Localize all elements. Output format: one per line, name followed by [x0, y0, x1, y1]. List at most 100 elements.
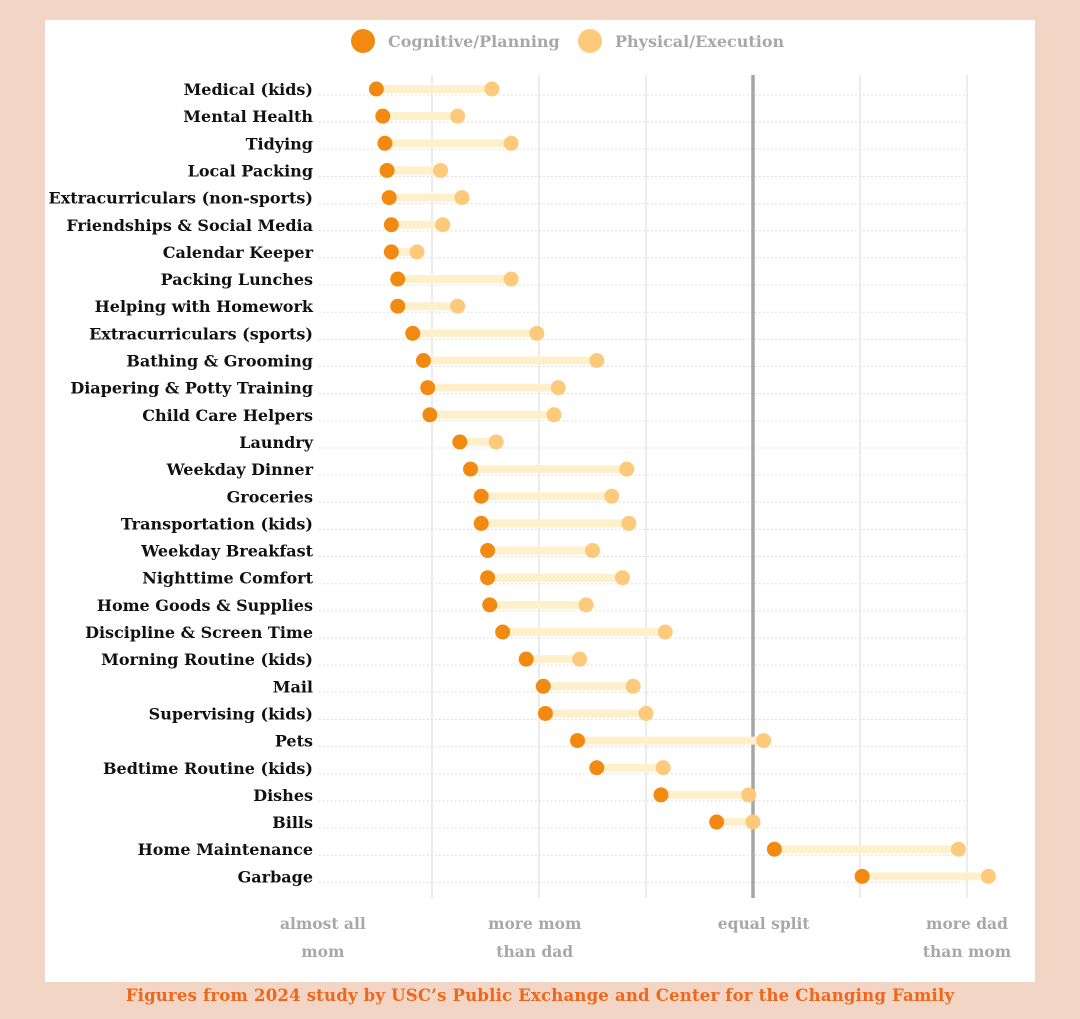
category-label: Garbage: [238, 867, 313, 886]
category-label: Local Packing: [188, 161, 313, 180]
cognitive-dot: [383, 244, 399, 260]
cognitive-dot: [589, 760, 605, 776]
physical-dot: [741, 787, 757, 803]
legend: Cognitive/Planning Physical/Execution: [351, 29, 785, 53]
category-label: Supervising (kids): [149, 704, 313, 723]
physical-dot: [745, 814, 761, 830]
cognitive-dot: [653, 787, 669, 803]
source-caption: Figures from 2024 study by USC’s Public …: [125, 986, 955, 1005]
cognitive-dot: [495, 624, 511, 640]
physical-dot: [550, 380, 566, 396]
cognitive-dot: [415, 353, 431, 368]
x-axis: almost all mom more mom than dad equal split…: [280, 914, 1012, 961]
x-tick-label-line2: than mom: [923, 942, 1012, 961]
category-label: Calendar Keeper: [163, 243, 314, 262]
legend-physical-label: Physical/Execution: [615, 32, 785, 51]
cognitive-dot: [709, 814, 725, 830]
physical-dot: [529, 325, 545, 341]
category-label: Nighttime Comfort: [142, 569, 313, 588]
cognitive-dot: [766, 841, 782, 857]
category-label: Discipline & Screen Time: [85, 623, 313, 642]
category-label: Home Maintenance: [138, 840, 313, 859]
physical-dot: [433, 162, 449, 178]
category-label: Helping with Homework: [95, 297, 314, 316]
cognitive-dot: [480, 570, 496, 586]
physical-dot: [503, 271, 519, 287]
grid: [319, 75, 968, 898]
cognitive-dot: [535, 678, 551, 694]
x-tick-label-line2: than dad: [496, 942, 573, 961]
legend-cognitive-label: Cognitive/Planning: [388, 32, 560, 51]
cognitive-dot: [480, 543, 496, 559]
category-label: Diapering & Potty Training: [70, 379, 313, 398]
x-tick-label: more dad: [926, 914, 1008, 933]
category-label: Child Care Helpers: [142, 406, 313, 425]
physical-dot: [572, 651, 588, 667]
category-label: Friendships & Social Media: [66, 216, 313, 235]
cognitive-dot: [473, 488, 489, 504]
x-tick-label: almost all: [280, 914, 366, 933]
cognitive-dot: [482, 597, 498, 613]
category-label: Groceries: [227, 487, 313, 506]
category-label: Bedtime Routine (kids): [103, 759, 313, 778]
cognitive-dot: [452, 434, 468, 450]
physical-dot: [546, 407, 562, 423]
category-label: Mental Health: [183, 107, 313, 126]
physical-dot: [454, 190, 470, 206]
physical-dot: [450, 108, 466, 124]
physical-dot: [578, 597, 594, 613]
cognitive-dot: [570, 733, 586, 749]
x-tick-label-line2: mom: [301, 942, 345, 961]
physical-dot: [621, 515, 637, 531]
cognitive-dot: [854, 868, 870, 884]
cognitive-dot: [375, 108, 391, 124]
category-label: Weekday Dinner: [166, 460, 314, 479]
category-label: Tidying: [246, 134, 313, 153]
category-label: Packing Lunches: [161, 270, 313, 289]
physical-dot: [503, 135, 519, 151]
category-label: Transportation (kids): [121, 514, 313, 533]
cognitive-dot: [473, 515, 489, 531]
physical-dot: [614, 570, 630, 586]
category-label: Medical (kids): [184, 80, 313, 99]
x-tick-label: equal split: [718, 914, 811, 933]
physical-dot: [484, 81, 500, 97]
physical-dot: [604, 488, 620, 504]
cognitive-dot: [383, 217, 399, 233]
category-label: Extracurriculars (non-sports): [49, 189, 313, 208]
category-label: Extracurriculars (sports): [89, 324, 313, 343]
physical-dot: [625, 678, 641, 694]
category-label: Bathing & Grooming: [126, 352, 313, 371]
physical-dot: [589, 353, 605, 368]
cognitive-dot: [463, 461, 479, 477]
rows: Medical (kids) Mental Health Tidying Local …: [49, 80, 996, 886]
cognitive-dot: [405, 325, 421, 341]
legend-cognitive-marker: [351, 29, 375, 53]
category-label: Home Goods & Supplies: [97, 596, 313, 615]
physical-dot: [657, 624, 673, 640]
cognitive-dot: [390, 298, 406, 314]
physical-dot: [638, 705, 654, 721]
category-label: Dishes: [253, 786, 313, 805]
physical-dot: [585, 543, 600, 559]
category-label: Laundry: [239, 433, 314, 452]
cognitive-dot: [390, 271, 406, 287]
dumbbell-chart: Cognitive/Planning Physical/Execution Me…: [49, 29, 1012, 961]
cognitive-dot: [377, 135, 393, 151]
category-label: Weekday Breakfast: [140, 542, 313, 561]
physical-dot: [488, 434, 504, 450]
category-label: Mail: [273, 677, 313, 696]
x-tick-label: more mom: [488, 914, 582, 933]
chart-panel: Cognitive/Planning Physical/Execution Me…: [45, 20, 1035, 982]
physical-dot: [950, 841, 966, 857]
physical-dot: [655, 760, 671, 776]
physical-dot: [450, 298, 466, 314]
physical-dot: [435, 217, 451, 233]
cognitive-dot: [420, 380, 436, 396]
cognitive-dot: [422, 407, 438, 423]
cognitive-dot: [379, 162, 395, 178]
physical-dot: [619, 461, 635, 477]
cognitive-dot: [518, 651, 534, 667]
category-label: Morning Routine (kids): [101, 650, 313, 669]
cognitive-dot: [381, 190, 397, 206]
